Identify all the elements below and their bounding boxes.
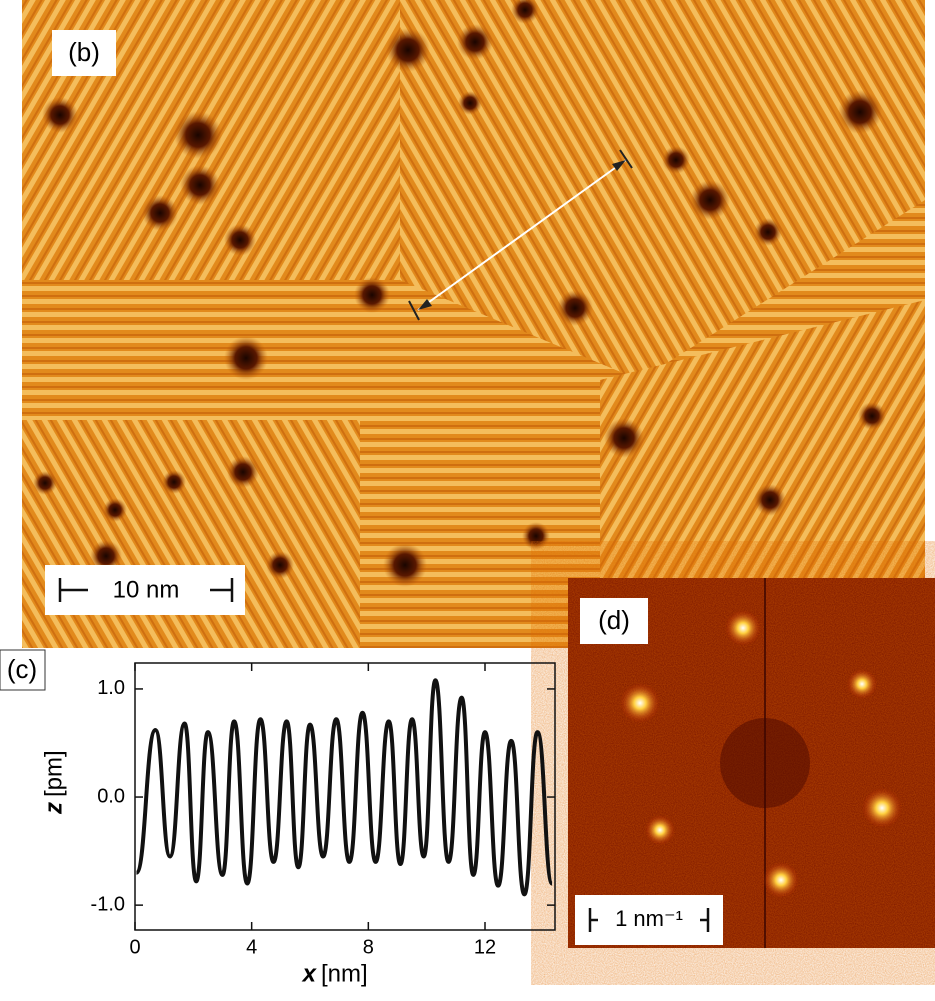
y-tick-label: 1.0: [97, 677, 125, 699]
panel-label: (d): [598, 605, 630, 635]
x-tick-label: 8: [363, 936, 374, 958]
x-label-unit: [nm]: [321, 960, 368, 987]
x-tick-label: 4: [246, 936, 257, 958]
scale-label: 1 nm⁻¹: [615, 906, 683, 931]
x-tick-label: 0: [129, 936, 140, 958]
scale-box: [575, 895, 723, 945]
scale-bar: [58, 578, 234, 602]
line-series: [134, 678, 555, 897]
fft-spots: [620, 610, 902, 898]
scale-bar: [588, 908, 710, 932]
y-tick-label: -1.0: [91, 893, 125, 915]
label-box: [580, 598, 648, 644]
y-tick-label: 0.0: [97, 785, 125, 807]
label-box: [52, 30, 116, 76]
label-box: [0, 649, 46, 691]
x-label-symbol: x: [301, 960, 318, 987]
panel-label: (b): [68, 37, 100, 67]
panel-label: (c): [7, 654, 37, 684]
y-label-symbol: z: [40, 802, 67, 815]
scale-label: 10 nm: [113, 576, 180, 603]
x-tick-label: 12: [474, 936, 496, 958]
stm-image: [22, 0, 925, 648]
y-label-unit: [pm]: [40, 750, 67, 797]
